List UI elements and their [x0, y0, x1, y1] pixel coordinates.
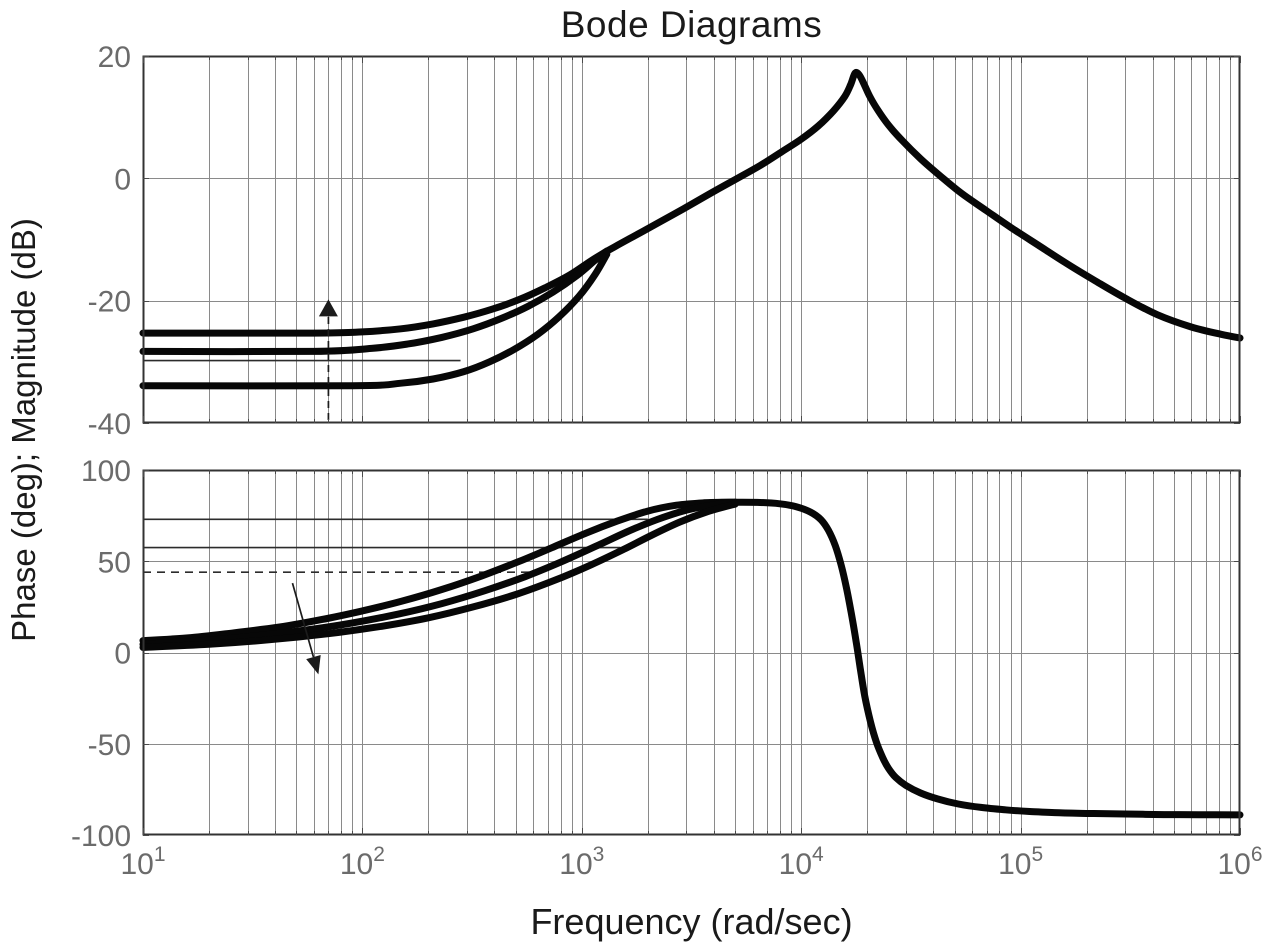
- ytick-label: 0: [114, 163, 131, 196]
- phase-curve-slow: [139, 500, 739, 651]
- ytick-label: -40: [88, 408, 131, 441]
- xtick-label: 103: [559, 843, 604, 881]
- magnitude-grid: [143, 56, 1240, 423]
- gain-curve-merged: [603, 68, 1244, 342]
- gain-curve-high: [139, 247, 611, 337]
- magnitude-plot: 20 0 -20 -40: [88, 41, 1244, 441]
- phase-tick-marks: [143, 470, 1241, 836]
- magnitude-frame: [142, 55, 1241, 424]
- xtick-label: 102: [340, 843, 385, 881]
- chart-title: Bode Diagrams: [560, 4, 823, 45]
- gain-curve-mid: [139, 248, 611, 356]
- phase-annotations: [291, 582, 321, 675]
- x-axis-label: Frequency (rad/sec): [530, 901, 853, 942]
- phase-reference-lines: [143, 518, 648, 574]
- phase-curves: [139, 498, 1244, 819]
- magnitude-curves: [139, 68, 1244, 390]
- xtick-label: 106: [1217, 843, 1262, 881]
- ytick-label: -100: [71, 820, 131, 853]
- gain-curve-low: [139, 250, 611, 390]
- xtick-label: 104: [779, 843, 824, 881]
- arrow-head-icon: [306, 655, 321, 675]
- ytick-label: 50: [98, 546, 131, 579]
- y-axis-label: Phase (deg); Magnitude (dB): [5, 218, 42, 642]
- xtick-label: 105: [998, 843, 1043, 881]
- arrow-head-icon: [318, 299, 338, 317]
- phase-curve-fast: [139, 498, 739, 645]
- arrow-stem: [291, 582, 315, 658]
- xtick-labels: 101 102 103 104 105 106: [120, 843, 1262, 881]
- ytick-label: 0: [114, 638, 131, 671]
- phase-grid: [143, 470, 1240, 835]
- phase-frame: [142, 469, 1241, 836]
- phase-ytick-labels: 100 50 0 -50 -100: [71, 455, 131, 853]
- xtick-label: 101: [120, 843, 165, 881]
- magnitude-annotations: [318, 299, 338, 420]
- ytick-label: -50: [88, 729, 131, 762]
- ytick-label: -20: [88, 286, 131, 319]
- ytick-label: 20: [98, 41, 131, 74]
- magnitude-ytick-labels: 20 0 -20 -40: [88, 41, 131, 441]
- ytick-label: 100: [81, 455, 131, 488]
- phase-curve-merged: [731, 498, 1244, 819]
- phase-curve-mid: [139, 499, 739, 648]
- magnitude-tick-marks: [143, 56, 1241, 424]
